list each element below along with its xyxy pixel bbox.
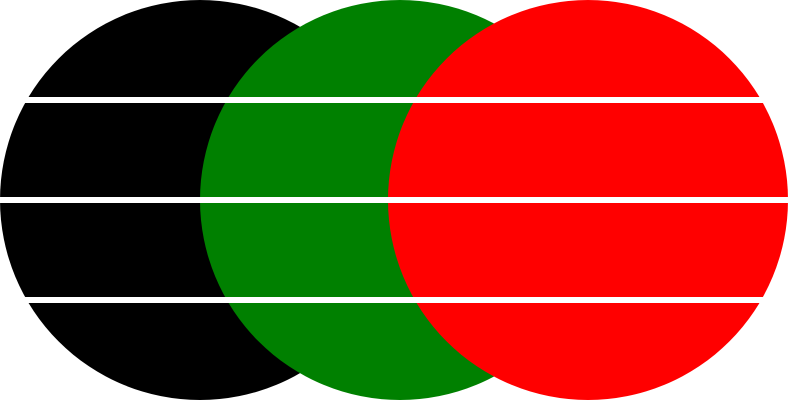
circles-drawing	[0, 0, 788, 400]
